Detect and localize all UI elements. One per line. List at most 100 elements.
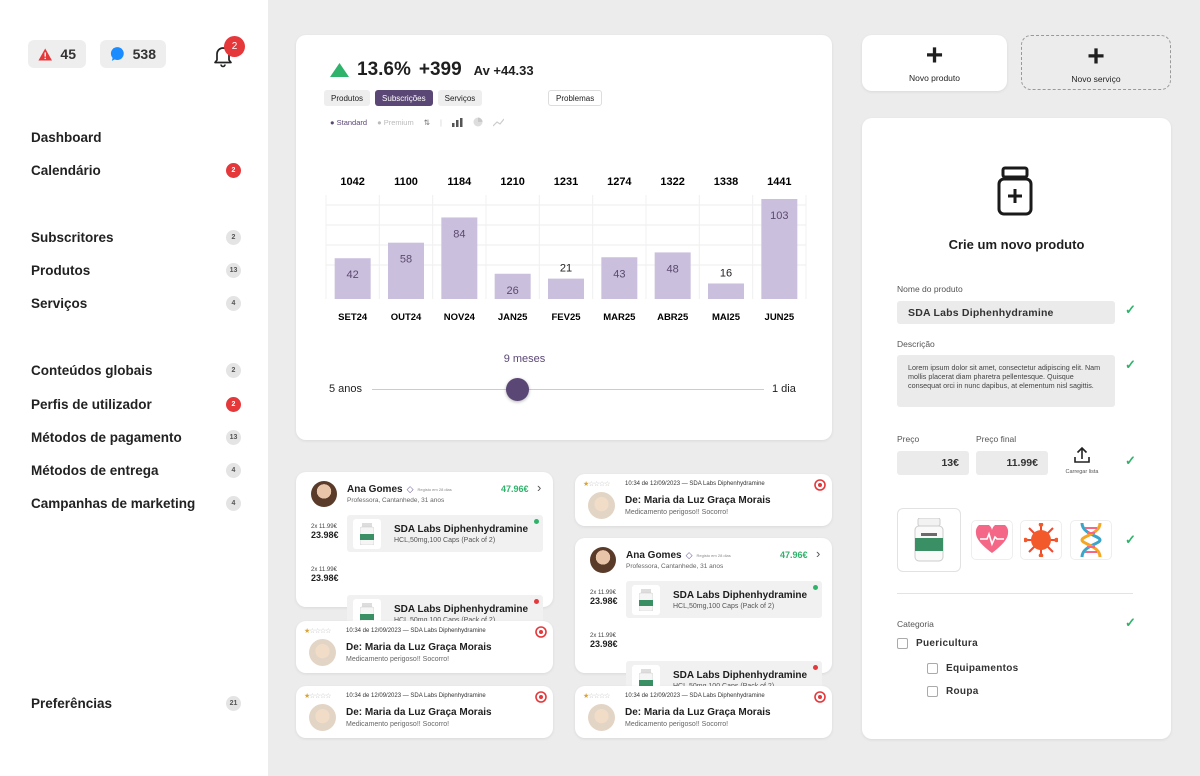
tab-produtos[interactable]: Produtos xyxy=(324,90,371,106)
x-tick-label: OUT24 xyxy=(391,312,422,323)
category-icon-dna[interactable] xyxy=(1070,520,1112,560)
message-card[interactable]: ★☆☆☆☆ 10:34 de 12/09/2023 — SDA Labs Dip… xyxy=(296,621,553,673)
item-subtotal: 23.98€ xyxy=(311,573,339,583)
target-icon[interactable] xyxy=(814,691,826,703)
order-item[interactable]: SDA Labs Diphenhydramine HCL,50mg,100 Ca… xyxy=(626,581,822,618)
bar-mai25[interactable] xyxy=(708,283,744,299)
avatar xyxy=(309,639,336,666)
category-icon-virus[interactable] xyxy=(1020,520,1062,560)
checkbox[interactable] xyxy=(927,686,938,697)
legend-standard[interactable]: ● Standard xyxy=(330,117,368,127)
divider: | xyxy=(440,117,442,127)
category-icon-heart[interactable] xyxy=(971,520,1013,560)
message-card[interactable]: ★☆☆☆☆ 10:34 de 12/09/2023 — SDA Labs Dip… xyxy=(296,686,553,738)
item-price: 2x 11.99€ 23.98€ xyxy=(311,567,339,583)
sort-icon[interactable]: ⇅ xyxy=(423,117,431,127)
item-subtotal: 23.98€ xyxy=(590,596,618,606)
message-card[interactable]: ★☆☆☆☆ 10:34 de 12/09/2023 — SDA Labs Dip… xyxy=(575,474,832,526)
product-name-field[interactable]: SDA Labs Diphenhydramine xyxy=(897,301,1115,324)
legend-premium-label: Premium xyxy=(383,117,414,127)
target-icon[interactable] xyxy=(535,626,547,638)
nav-item-perfis-utilizador[interactable]: Perfis de utilizador 2 xyxy=(31,394,241,414)
nav-item-dashboard[interactable]: Dashboard xyxy=(31,127,241,147)
description-field[interactable]: Lorem ipsum dolor sit amet, consectetur … xyxy=(897,355,1115,407)
target-icon[interactable] xyxy=(535,691,547,703)
checkbox[interactable] xyxy=(897,638,908,649)
bar-mar25[interactable] xyxy=(601,257,638,299)
product-name: SDA Labs Diphenhydramine xyxy=(394,603,529,615)
nav-item-produtos[interactable]: Produtos 13 xyxy=(31,260,241,280)
nav-item-conteudos-globais[interactable]: Conteúdos globais 2 xyxy=(31,360,241,380)
stats-percent: 13.6% xyxy=(357,59,411,80)
nav-item-subscritores[interactable]: Subscritores 2 xyxy=(31,227,241,247)
bar-total-label: 1322 xyxy=(660,176,684,188)
customer-row: Ana Gomes ◇ Registo em 28 dias xyxy=(347,484,452,495)
customer-name: Ana Gomes xyxy=(347,484,403,495)
bar-fev25[interactable] xyxy=(548,278,584,299)
alerts-pill[interactable]: 45 xyxy=(28,40,86,68)
bar-total-label: 1231 xyxy=(554,176,578,188)
upload-list-button[interactable]: Carregar lista xyxy=(1058,446,1106,475)
bar-jun25[interactable] xyxy=(761,199,798,299)
category-option-label: Puericultura xyxy=(916,638,978,649)
name-check-icon: ✓ xyxy=(1125,302,1136,317)
legend-premium[interactable]: ● Premium xyxy=(377,117,414,127)
nav-item-metodos-pagamento[interactable]: Métodos de pagamento 13 xyxy=(31,427,241,447)
nav-item-campanhas-marketing[interactable]: Campanhas de marketing 4 xyxy=(31,493,241,513)
new-service-label: Novo serviço xyxy=(1071,74,1121,84)
target-icon[interactable] xyxy=(814,479,826,491)
bar-set24[interactable] xyxy=(334,258,371,299)
nav-badge: 13 xyxy=(226,262,241,278)
slider-track[interactable] xyxy=(372,389,764,390)
chevron-right-icon[interactable]: › xyxy=(816,546,821,561)
category-option-equipamentos[interactable]: Equipamentos xyxy=(927,663,1019,674)
product-image[interactable] xyxy=(897,508,961,572)
tab-servicos[interactable]: Serviços xyxy=(437,90,483,106)
new-service-button[interactable]: + Novo serviço xyxy=(1021,35,1171,90)
messages-pill[interactable]: 538 xyxy=(100,40,166,68)
price-field[interactable]: 13€ xyxy=(897,451,969,475)
nav-item-calendario[interactable]: Calendário 2 xyxy=(31,160,241,180)
tab-subscricoes[interactable]: Subscrições xyxy=(375,90,433,106)
bar-out24[interactable] xyxy=(388,242,424,299)
order-card[interactable]: Ana Gomes ◇ Registo em 28 dias Professor… xyxy=(296,472,553,632)
order-card[interactable]: Ana Gomes ◇ Registo em 28 dias Professor… xyxy=(575,538,832,698)
category-check-icon: ✓ xyxy=(1125,615,1136,630)
bar-nov24[interactable] xyxy=(441,217,478,299)
order-item[interactable]: SDA Labs Diphenhydramine HCL,50mg,100 Ca… xyxy=(347,515,543,552)
notifications-button[interactable]: 2 xyxy=(212,36,245,68)
checkbox[interactable] xyxy=(927,663,938,674)
nav-item-preferencias[interactable]: Preferências 21 xyxy=(31,693,241,713)
customer-subtitle: Professora, Cantanhede, 31 anos xyxy=(626,563,724,570)
bar-jan25[interactable] xyxy=(494,273,531,299)
final-price-field[interactable]: 11.99€ xyxy=(976,451,1048,475)
nav-badge: 4 xyxy=(226,462,241,478)
bar-chart: 42 1042 SET24 58 1100 OUT24 84 1184 NOV24 26 1210 J… xyxy=(325,176,807,323)
new-product-button[interactable]: + Novo produto xyxy=(862,35,1007,91)
bar-abr25[interactable] xyxy=(654,252,691,299)
customer-subtitle: Professora, Cantanhede, 31 anos xyxy=(347,497,445,504)
bar-chart-icon[interactable] xyxy=(451,117,463,127)
line-chart-icon[interactable] xyxy=(492,118,504,127)
nav-item-metodos-entrega[interactable]: Métodos de entrega 4 xyxy=(31,460,241,480)
pie-chart-icon[interactable] xyxy=(473,117,483,127)
sidebar: 45 538 2 Dashboard Calendário 2 Subscrito… xyxy=(0,0,268,776)
message-text: Medicamento perigoso!! Socorro! xyxy=(346,721,450,728)
new-product-form: Crie um novo produto Nome do produto SDA… xyxy=(862,118,1171,739)
nav-item-servicos[interactable]: Serviços 4 xyxy=(31,293,241,313)
nav-label: Dashboard xyxy=(31,129,102,145)
avatar xyxy=(588,704,615,731)
product-description: HCL,50mg,100 Caps (Pack of 2) xyxy=(394,536,496,544)
category-option-puericultura[interactable]: Puericultura xyxy=(897,638,978,649)
product-name: SDA Labs Diphenhydramine xyxy=(673,589,808,601)
trend-up-icon xyxy=(330,63,349,77)
nav-label: Serviços xyxy=(31,295,88,311)
problems-button[interactable]: Problemas xyxy=(548,90,603,106)
order-total: 47.96€ xyxy=(780,550,808,560)
message-card[interactable]: ★☆☆☆☆ 10:34 de 12/09/2023 — SDA Labs Dip… xyxy=(575,686,832,738)
chevron-right-icon[interactable]: › xyxy=(537,480,542,495)
price-label: Preço xyxy=(897,434,920,444)
slider-thumb[interactable] xyxy=(505,378,529,401)
category-option-roupa[interactable]: Roupa xyxy=(927,686,979,697)
customer-since: Registo em 28 dias xyxy=(417,487,452,492)
